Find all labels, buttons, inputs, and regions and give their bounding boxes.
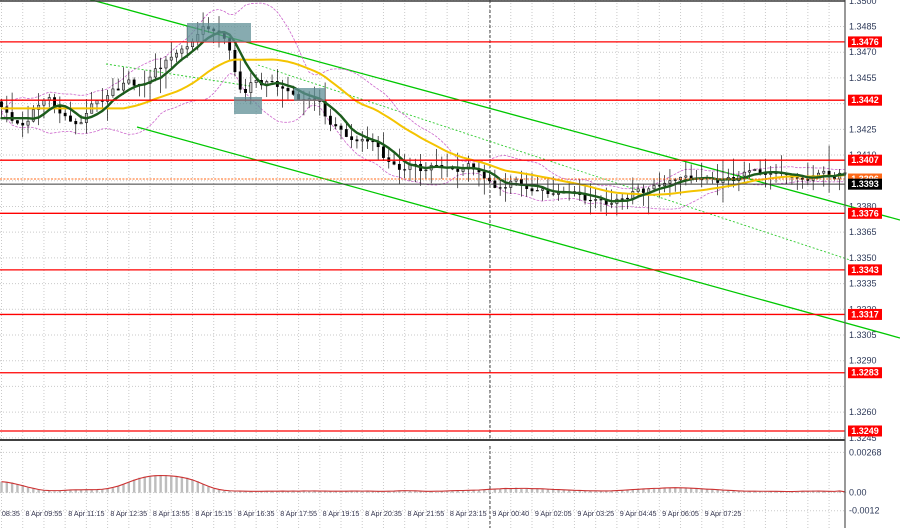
svg-text:1.3407: 1.3407: [851, 155, 879, 165]
svg-text:8 Apr 17:55: 8 Apr 17:55: [280, 509, 317, 518]
svg-text:8 Apr 21:55: 8 Apr 21:55: [408, 509, 445, 518]
svg-text:9 Apr 02:05: 9 Apr 02:05: [535, 509, 572, 518]
svg-text:1.3500: 1.3500: [849, 0, 877, 6]
svg-text:-0.0012: -0.0012: [849, 506, 880, 516]
svg-text:8 Apr 20:35: 8 Apr 20:35: [365, 509, 402, 518]
svg-text:8 Apr 13:55: 8 Apr 13:55: [153, 509, 190, 518]
svg-text:8 Apr 15:15: 8 Apr 15:15: [195, 509, 232, 518]
svg-text:1.3283: 1.3283: [851, 368, 879, 378]
svg-text:9 Apr 00:40: 9 Apr 00:40: [492, 509, 529, 518]
svg-text:8 Apr 08:35: 8 Apr 08:35: [0, 509, 20, 518]
svg-text:1.3343: 1.3343: [851, 265, 879, 275]
svg-text:0.00: 0.00: [849, 488, 867, 498]
svg-text:1.3260: 1.3260: [849, 407, 877, 417]
svg-text:1.3335: 1.3335: [849, 279, 877, 289]
svg-text:8 Apr 09:55: 8 Apr 09:55: [26, 509, 63, 518]
svg-text:1.3485: 1.3485: [849, 21, 877, 31]
svg-text:9 Apr 03:25: 9 Apr 03:25: [577, 509, 614, 518]
svg-text:1.3305: 1.3305: [849, 330, 877, 340]
svg-text:1.3317: 1.3317: [851, 309, 879, 319]
svg-text:1.3425: 1.3425: [849, 124, 877, 134]
svg-text:8 Apr 12:35: 8 Apr 12:35: [110, 509, 147, 518]
svg-text:8 Apr 19:15: 8 Apr 19:15: [323, 509, 360, 518]
svg-text:8 Apr 16:35: 8 Apr 16:35: [238, 509, 275, 518]
svg-text:1.3455: 1.3455: [849, 73, 877, 83]
svg-text:1.3393: 1.3393: [851, 179, 879, 189]
svg-text:9 Apr 07:25: 9 Apr 07:25: [705, 509, 742, 518]
svg-text:1.3365: 1.3365: [849, 227, 877, 237]
svg-text:1.3249: 1.3249: [851, 426, 879, 436]
svg-text:9 Apr 06:05: 9 Apr 06:05: [662, 509, 699, 518]
svg-text:8 Apr 11:15: 8 Apr 11:15: [68, 509, 104, 518]
svg-text:0.00268: 0.00268: [849, 447, 882, 457]
svg-text:1.3290: 1.3290: [849, 356, 877, 366]
svg-text:1.3476: 1.3476: [851, 37, 879, 47]
svg-text:8 Apr 23:15: 8 Apr 23:15: [450, 509, 487, 518]
svg-text:9 Apr 04:45: 9 Apr 04:45: [620, 509, 657, 518]
svg-text:1.3470: 1.3470: [849, 47, 877, 57]
svg-text:1.3350: 1.3350: [849, 253, 877, 263]
svg-text:1.3376: 1.3376: [851, 208, 879, 218]
svg-text:1.3442: 1.3442: [851, 95, 879, 105]
